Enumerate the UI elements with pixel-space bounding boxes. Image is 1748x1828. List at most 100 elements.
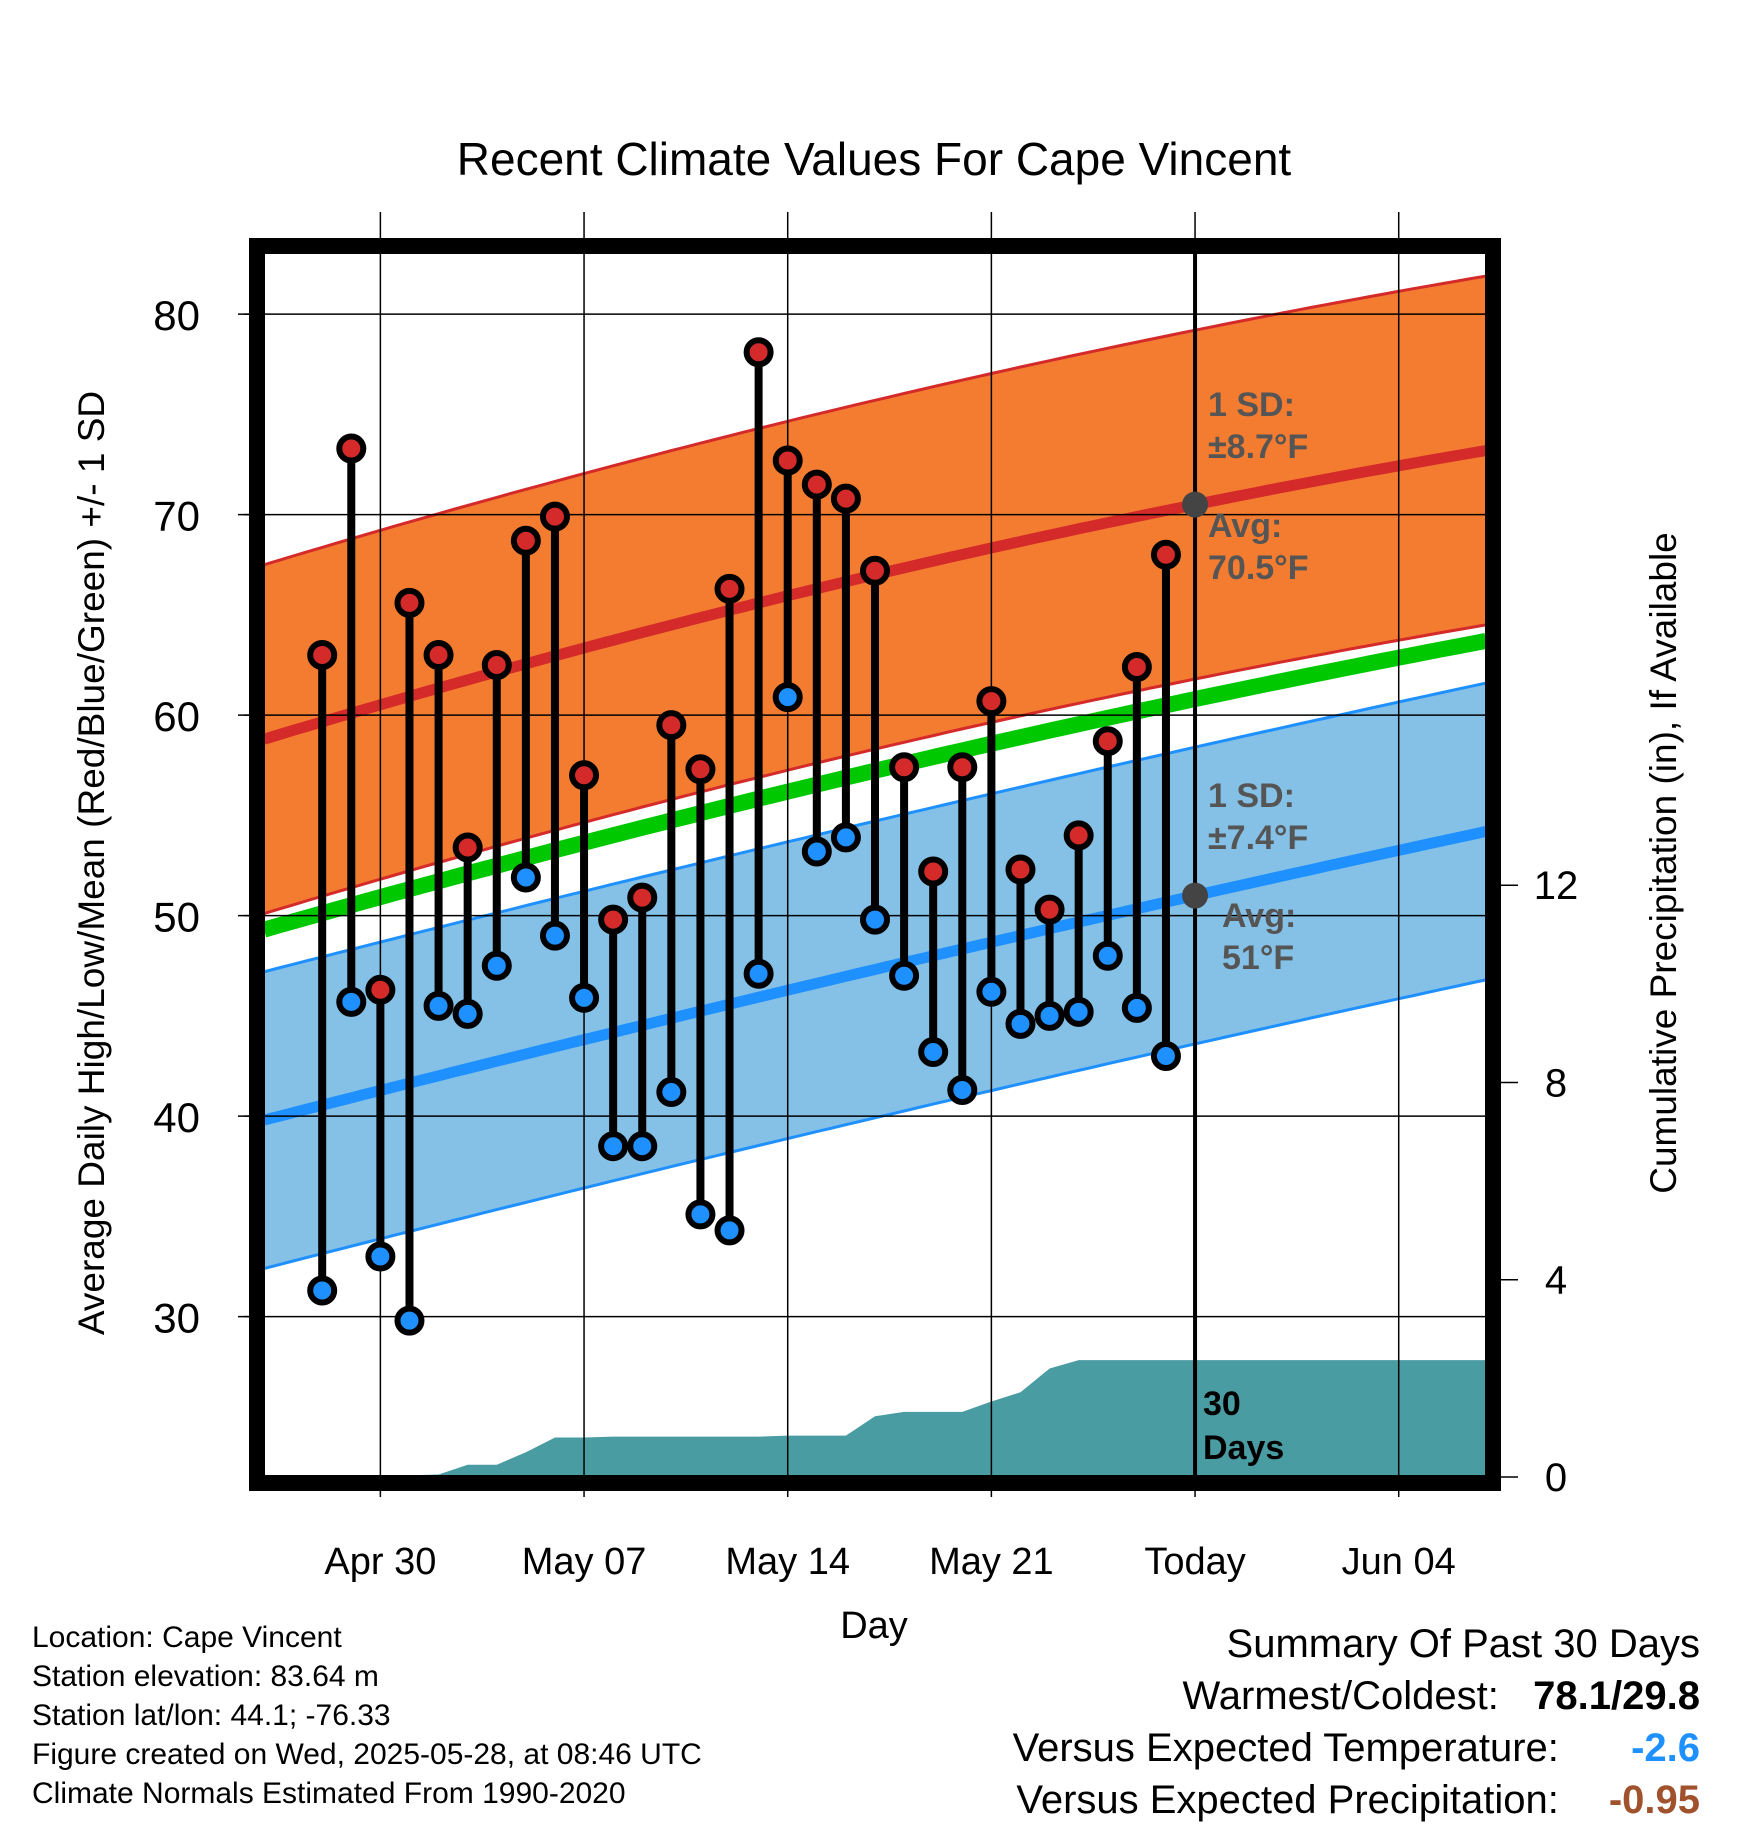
x-tick-label: Apr 30: [324, 1541, 436, 1583]
daily-high-marker: [510, 525, 541, 556]
daily-low-marker: [743, 958, 774, 989]
low-avg-value: 51°F: [1222, 939, 1294, 977]
daily-low-marker: [918, 1036, 949, 1067]
precip-value: -0.95: [1608, 1778, 1700, 1822]
annotations: 1 SD: ±8.7°F Avg: 70.5°F 1 SD: ±7.4°F Av…: [1203, 386, 1309, 1467]
daily-low-marker: [365, 1241, 396, 1272]
y-right-tick-label: 12: [1534, 864, 1579, 908]
precip-label: Versus Expected Precipitation:: [1016, 1778, 1559, 1822]
days-count: 30: [1203, 1385, 1241, 1423]
summary-panel: Summary Of Past 30 Days Warmest/Coldest:…: [1013, 1618, 1700, 1826]
high-sd-value: ±8.7°F: [1208, 428, 1308, 466]
daily-low-marker: [423, 990, 454, 1021]
daily-low-marker: [1063, 996, 1094, 1027]
y-tick-label: 60: [153, 693, 200, 740]
low-avg-marker: [1182, 882, 1209, 909]
daily-high-marker: [569, 760, 600, 791]
daily-high-marker: [481, 650, 512, 681]
daily-low-marker: [1092, 940, 1123, 971]
x-tick-label: May 21: [929, 1541, 1054, 1583]
high-band-upper-edge: [264, 274, 1486, 567]
daily-high-marker: [307, 639, 338, 670]
y-tick-label: 30: [153, 1295, 200, 1342]
x-tick-label: Today: [1144, 1541, 1245, 1583]
daily-high-marker: [1092, 726, 1123, 757]
daily-high-marker: [598, 904, 629, 935]
daily-high-marker: [1121, 652, 1152, 683]
warmest-label: Warmest/Coldest:: [1182, 1674, 1499, 1718]
low-sd-value: ±7.4°F: [1208, 819, 1308, 857]
daily-low-marker: [510, 862, 541, 893]
x-tick-label: May 07: [522, 1541, 647, 1583]
temp-label: Versus Expected Temperature:: [1012, 1726, 1559, 1770]
daily-low-marker: [830, 822, 861, 853]
low-band-lower-edge: [264, 978, 1486, 1270]
daily-high-marker: [1150, 539, 1181, 570]
daily-low-marker: [801, 836, 832, 867]
daily-low-marker: [685, 1199, 716, 1230]
daily-low-marker: [481, 950, 512, 981]
days-label: Days: [1203, 1429, 1284, 1467]
y-tick-label: 40: [153, 1094, 200, 1141]
daily-high-marker: [336, 433, 367, 464]
x-tick-label: May 14: [725, 1541, 850, 1583]
x-axis-label: Day: [840, 1605, 908, 1647]
daily-high-marker: [918, 856, 949, 887]
daily-high-marker: [947, 752, 978, 783]
daily-high-marker: [830, 483, 861, 514]
daily-high-marker: [1034, 894, 1065, 925]
daily-low-marker: [394, 1305, 425, 1336]
y-right-tick-label: 4: [1545, 1259, 1567, 1303]
temp-value: -2.6: [1631, 1726, 1700, 1770]
daily-low-marker: [336, 986, 367, 1017]
daily-low-marker: [714, 1215, 745, 1246]
daily-high-marker: [860, 555, 890, 586]
daily-high-marker: [452, 832, 483, 863]
chart-title: Recent Climate Values For Cape Vincent: [457, 133, 1292, 185]
daily-high-marker: [801, 469, 832, 500]
daily-high-marker: [394, 587, 425, 618]
daily-low-marker: [569, 982, 600, 1013]
y-right-tick-label: 8: [1545, 1061, 1567, 1105]
daily-low-marker: [452, 998, 483, 1029]
warmest-value: 78.1/29.8: [1533, 1674, 1700, 1718]
daily-high-marker: [743, 337, 774, 368]
location-text: Location: Cape Vincent: [32, 1621, 342, 1654]
daily-high-marker: [1005, 854, 1036, 885]
daily-high-marker: [714, 573, 745, 604]
daily-low-marker: [1150, 1040, 1181, 1071]
daily-low-marker: [598, 1131, 629, 1162]
daily-low-marker: [1121, 992, 1152, 1023]
high-avg-marker: [1182, 491, 1209, 518]
high-avg-label: Avg:: [1208, 507, 1282, 545]
x-tick-label: Jun 04: [1342, 1541, 1456, 1583]
daily-high-marker: [656, 710, 687, 741]
temp-row: Versus Expected Temperature: -2.6: [1013, 1722, 1700, 1774]
daily-low-marker: [889, 960, 920, 991]
daily-high-marker: [889, 752, 920, 783]
y-axis-left-label: Average Daily High/Low/Mean (Red/Blue/Gr…: [71, 391, 112, 1335]
daily-low-marker: [976, 976, 1007, 1007]
low-sd-label: 1 SD:: [1208, 777, 1295, 815]
daily-high-marker: [976, 686, 1007, 717]
daily-high-marker: [539, 501, 570, 532]
precip-row: Versus Expected Precipitation: -0.95: [1013, 1774, 1700, 1826]
daily-low-marker: [627, 1131, 658, 1162]
daily-high-marker: [365, 974, 396, 1005]
daily-low-marker: [860, 904, 890, 935]
plot-frame: [249, 238, 1501, 1491]
low-sd-band: [264, 683, 1486, 1269]
normals-text: Climate Normals Estimated From 1990-2020: [32, 1777, 626, 1810]
created-text: Figure created on Wed, 2025-05-28, at 08…: [32, 1738, 702, 1771]
daily-low-marker: [1005, 1008, 1036, 1039]
daily-low-marker: [1034, 1000, 1065, 1031]
daily-low-marker: [947, 1075, 978, 1106]
daily-low-marker: [307, 1275, 338, 1306]
daily-high-marker: [423, 639, 454, 670]
y-right-tick-label: 0: [1545, 1456, 1567, 1500]
summary-title: Summary Of Past 30 Days: [1226, 1622, 1700, 1666]
daily-low-marker: [539, 920, 570, 951]
low-avg-label: Avg:: [1222, 897, 1296, 935]
daily-high-marker: [772, 445, 803, 476]
data-marks: [307, 337, 1209, 1336]
